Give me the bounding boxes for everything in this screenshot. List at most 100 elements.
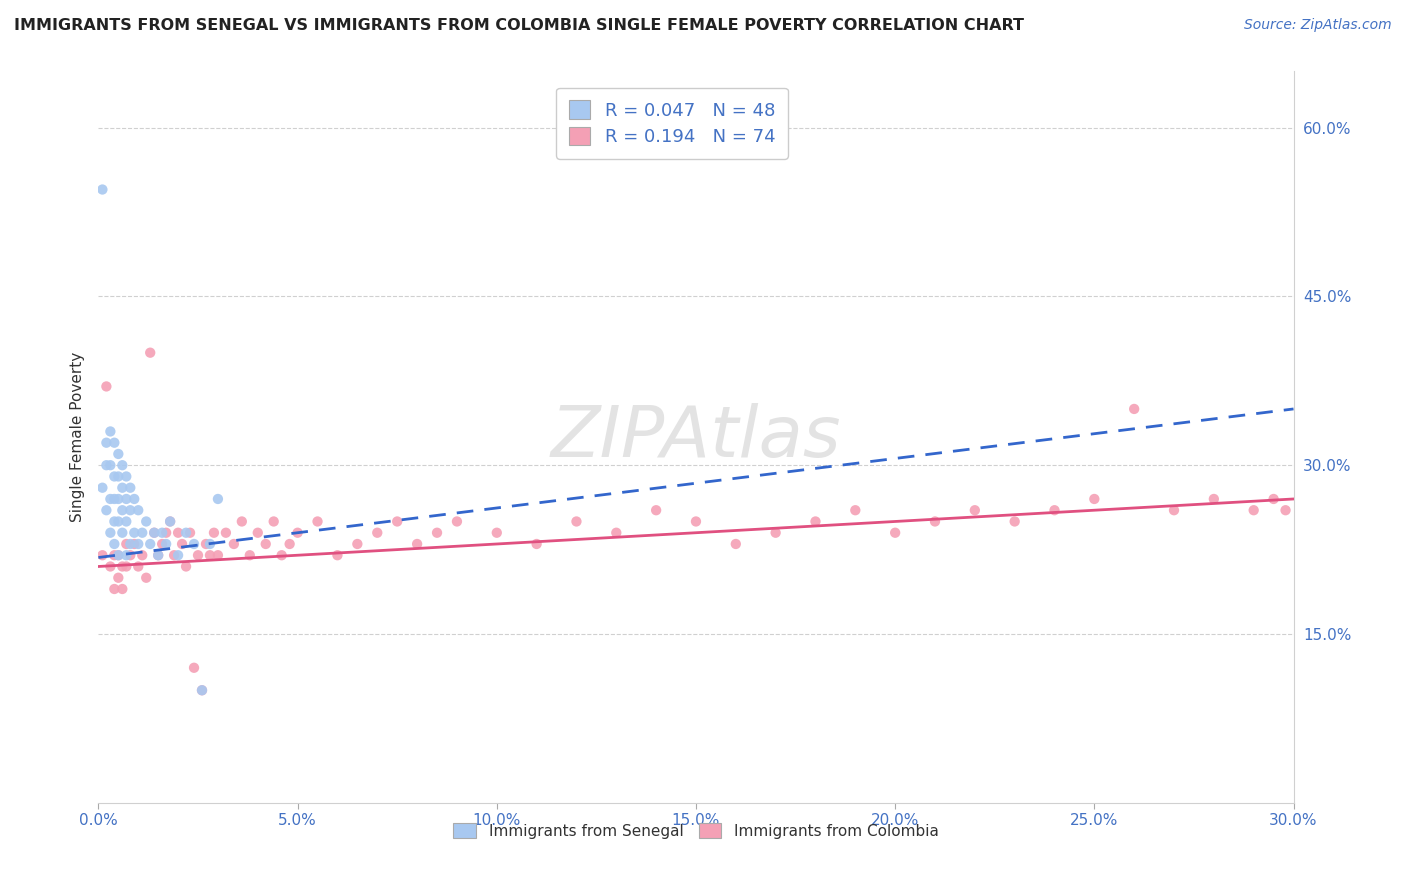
Point [103, 469, 125, 483]
Point [96, 435, 118, 450]
Point [98, 491, 122, 506]
Point [346, 537, 368, 551]
Point [115, 491, 138, 506]
Point [120, 548, 142, 562]
Point [195, 537, 218, 551]
Point [143, 525, 166, 540]
Point [174, 525, 197, 540]
Point [103, 491, 125, 506]
Point [111, 481, 134, 495]
Point [605, 525, 627, 540]
Point [127, 537, 149, 551]
Point [485, 525, 508, 540]
Point [103, 548, 125, 562]
Point [307, 515, 329, 529]
Point [107, 491, 129, 506]
Point [91, 481, 114, 495]
Point [246, 525, 269, 540]
Point [1263, 491, 1285, 506]
Point [111, 559, 134, 574]
Point [187, 548, 209, 562]
Point [270, 548, 292, 562]
Point [148, 548, 170, 562]
Point [115, 469, 138, 483]
Point [98, 525, 122, 540]
Point [179, 525, 201, 540]
Point [1274, 503, 1296, 517]
Point [107, 571, 129, 585]
Point [150, 525, 173, 540]
Point [366, 525, 388, 540]
Point [155, 537, 177, 551]
Point [98, 559, 122, 574]
Point [1163, 503, 1185, 517]
Point [127, 503, 149, 517]
Point [263, 515, 285, 529]
Point [406, 537, 429, 551]
Point [103, 582, 125, 596]
Point [287, 525, 309, 540]
Point [1004, 515, 1026, 529]
Point [120, 481, 142, 495]
Point [278, 537, 301, 551]
Point [150, 537, 173, 551]
Point [207, 491, 229, 506]
Point [202, 525, 225, 540]
Point [96, 458, 118, 473]
Point [526, 537, 548, 551]
Point [765, 525, 787, 540]
Point [120, 537, 142, 551]
Point [120, 503, 142, 517]
Point [124, 525, 146, 540]
Point [96, 379, 118, 393]
Point [183, 537, 205, 551]
Point [645, 503, 668, 517]
Point [163, 548, 186, 562]
Point [446, 515, 468, 529]
Point [135, 571, 157, 585]
Point [107, 548, 129, 562]
Point [1202, 491, 1225, 506]
Point [91, 182, 114, 196]
Point [103, 537, 125, 551]
Point [724, 537, 747, 551]
Point [172, 537, 194, 551]
Point [326, 548, 349, 562]
Point [115, 559, 138, 574]
Point [115, 515, 138, 529]
Point [155, 525, 177, 540]
Point [107, 515, 129, 529]
Point [1083, 491, 1105, 506]
Point [111, 458, 134, 473]
Point [107, 548, 129, 562]
Point [131, 525, 153, 540]
Point [103, 435, 125, 450]
Y-axis label: Single Female Poverty: Single Female Poverty [69, 352, 84, 522]
Point [191, 683, 214, 698]
Point [103, 515, 125, 529]
Text: ZIPAtlas: ZIPAtlas [551, 402, 841, 472]
Point [198, 548, 221, 562]
Point [167, 548, 190, 562]
Point [1043, 503, 1066, 517]
Point [115, 548, 138, 562]
Point [385, 515, 409, 529]
Point [191, 683, 214, 698]
Point [159, 515, 181, 529]
Point [924, 515, 946, 529]
Point [884, 525, 907, 540]
Point [844, 503, 866, 517]
Point [131, 548, 153, 562]
Point [143, 525, 166, 540]
Point [107, 469, 129, 483]
Point [96, 503, 118, 517]
Point [198, 537, 221, 551]
Point [111, 503, 134, 517]
Point [98, 425, 122, 439]
Point [124, 491, 146, 506]
Point [1243, 503, 1265, 517]
Point [174, 559, 197, 574]
Point [135, 515, 157, 529]
Point [127, 559, 149, 574]
Point [111, 525, 134, 540]
